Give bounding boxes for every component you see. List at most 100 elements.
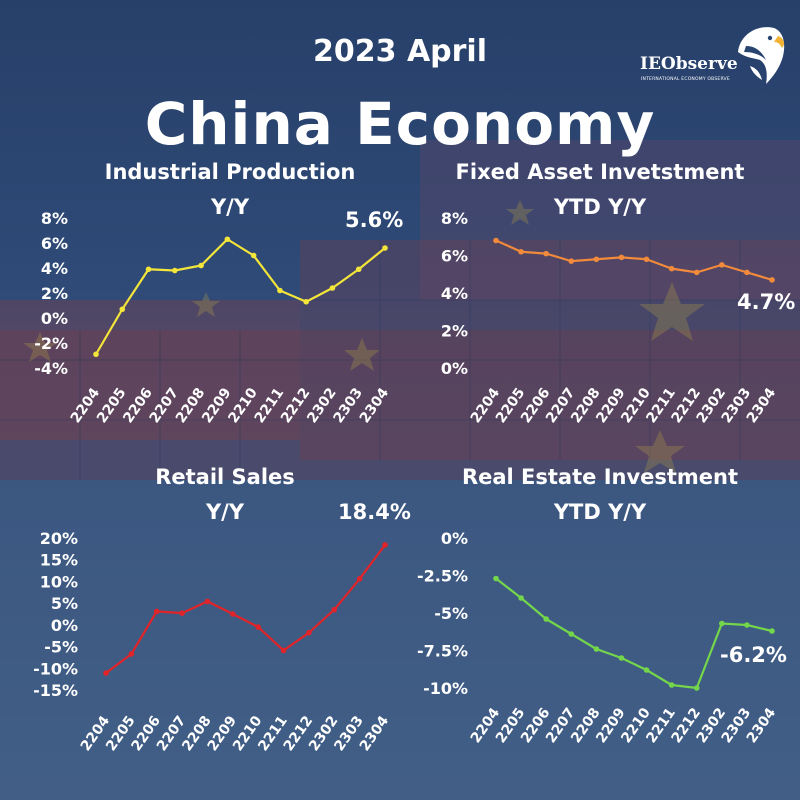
y-tick-label: -7.5%: [417, 642, 468, 661]
x-tick-label: 2304: [357, 385, 393, 426]
data-point: [744, 269, 750, 276]
y-tick-label: 8%: [441, 209, 468, 228]
chart-3-last-value-label: 18.4%: [338, 500, 411, 524]
data-point: [568, 258, 575, 264]
logo-tagline: INTERNATIONAL ECONOMY OBSERVE: [641, 77, 730, 82]
data-point: [543, 616, 549, 622]
data-point: [306, 629, 312, 636]
data-point: [303, 298, 309, 305]
y-tick-label: -4%: [34, 359, 68, 378]
chart-retail-sales: 20%15%10%5%0%-5%-10%-15%2204220522062207…: [33, 529, 392, 754]
data-point: [643, 256, 650, 263]
y-tick-label: 15%: [40, 551, 78, 570]
y-tick-label: 0%: [51, 616, 78, 635]
data-point: [103, 670, 109, 676]
series-line: [495, 239, 773, 281]
chart-4-last-value-label: -6.2%: [720, 643, 787, 667]
y-tick-label: 0%: [441, 529, 468, 548]
data-point: [153, 608, 160, 615]
data-point: [518, 595, 524, 601]
chart-2-title: Fixed Asset Invetstment: [455, 160, 745, 184]
data-point: [230, 611, 236, 617]
y-tick-label: 8%: [41, 209, 68, 228]
data-point: [172, 267, 178, 274]
chart-3-title: Retail Sales: [155, 465, 295, 489]
y-tick-label: 0%: [41, 309, 68, 328]
y-tick-label: 4%: [41, 259, 68, 278]
data-point: [693, 685, 700, 691]
data-point: [493, 575, 499, 582]
data-point: [668, 682, 675, 688]
y-tick-label: 6%: [441, 247, 468, 266]
y-tick-label: -10%: [423, 679, 468, 698]
chart-2-last-value-label: 4.7%: [737, 290, 796, 314]
chart-3-subtitle: Y/Y: [205, 500, 245, 524]
y-tick-label: 2%: [41, 284, 68, 303]
chart-fixed-asset-investment: 8%6%4%2%0%220422052206220722082209221022…: [441, 209, 780, 426]
data-point: [643, 667, 650, 673]
y-tick-label: 6%: [41, 234, 68, 253]
y-tick-label: -15%: [33, 681, 78, 700]
data-point: [719, 620, 725, 627]
chart-1-last-value-label: 5.6%: [345, 208, 404, 232]
data-point: [250, 252, 257, 259]
data-point: [331, 606, 338, 613]
chart-4-title: Real Estate Investment: [461, 465, 739, 489]
date-label: 2023 April: [313, 34, 487, 69]
y-tick-label: -2%: [34, 334, 68, 353]
data-point: [198, 262, 204, 269]
data-point: [382, 542, 388, 548]
data-point: [356, 576, 363, 582]
series-line: [495, 577, 773, 690]
data-point: [145, 266, 152, 273]
data-point: [329, 285, 336, 291]
data-point: [179, 610, 185, 616]
series-line: [105, 544, 386, 674]
data-point: [568, 631, 575, 637]
eagle-icon: [738, 27, 785, 84]
data-point: [744, 622, 750, 628]
data-point: [280, 647, 287, 654]
data-point: [618, 254, 625, 261]
data-point: [128, 651, 135, 657]
data-point: [769, 277, 775, 283]
chart-1-subtitle: Y/Y: [210, 195, 250, 219]
chart-4-subtitle: YTD Y/Y: [553, 500, 647, 524]
chart-2-subtitle: YTD Y/Y: [553, 195, 647, 219]
data-point: [543, 250, 549, 257]
logo-name: IEObserve: [640, 54, 738, 74]
data-point: [224, 236, 231, 243]
y-tick-label: -5%: [434, 604, 468, 623]
y-tick-label: -2.5%: [417, 567, 468, 586]
data-point: [93, 351, 99, 358]
y-tick-label: 2%: [441, 322, 468, 341]
chart-industrial-production: 8%6%4%2%0%-2%-4%220422052206220722082209…: [34, 209, 393, 426]
data-point: [618, 655, 625, 661]
data-point: [204, 598, 211, 605]
series-line: [95, 238, 386, 355]
data-point: [119, 306, 126, 313]
data-point: [382, 245, 388, 251]
data-point: [277, 287, 283, 294]
page-title: China Economy: [144, 90, 656, 158]
data-point: [769, 628, 775, 634]
data-point: [719, 262, 725, 268]
data-point: [518, 248, 524, 255]
y-tick-label: -5%: [44, 638, 78, 657]
data-point: [593, 256, 600, 263]
y-tick-label: 5%: [51, 594, 78, 613]
brand-logo: IEObserve INTERNATIONAL ECONOMY OBSERVE: [640, 22, 790, 92]
chart-1-title: Industrial Production: [104, 160, 356, 184]
data-point: [255, 624, 261, 630]
y-tick-label: 20%: [40, 529, 78, 548]
y-tick-label: 10%: [40, 572, 78, 591]
data-point: [593, 646, 600, 652]
data-point: [493, 237, 499, 244]
chart-real-estate-investment: 0%-2.5%-5%-7.5%-10%220422052206220722082…: [417, 529, 779, 746]
data-point: [355, 266, 362, 273]
data-point: [693, 269, 700, 276]
data-point: [668, 265, 675, 272]
y-tick-label: -10%: [33, 659, 78, 678]
